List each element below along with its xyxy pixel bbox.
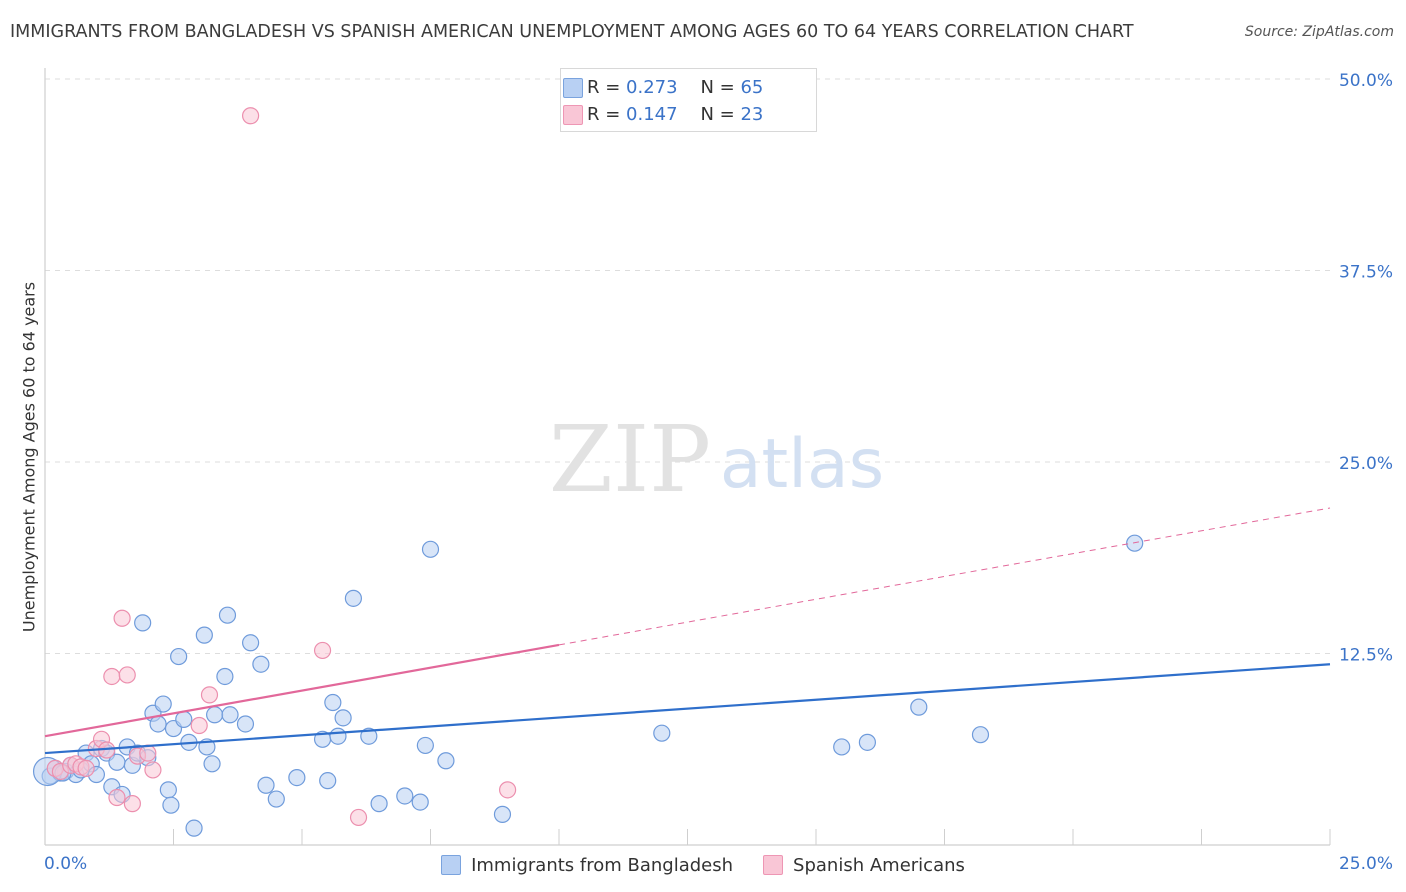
data-point [267, 790, 285, 808]
data-point [108, 788, 126, 807]
trend-line [44, 663, 1331, 755]
data-point [416, 736, 434, 755]
data-point [162, 796, 180, 814]
tick-labels: 12.5% 25.0% 37.5% 50.0% 0.0% 25.0% [44, 71, 1393, 874]
data-point [159, 781, 177, 799]
data-point [324, 693, 342, 712]
data-point [344, 589, 362, 607]
data-point [154, 695, 172, 713]
data-point [242, 107, 260, 125]
data-point [971, 726, 990, 744]
data-point [858, 733, 877, 751]
series-spanish-points [46, 107, 517, 827]
data-point [910, 698, 928, 716]
data-point [113, 609, 131, 627]
x-tick-label: 25.0% [1339, 854, 1393, 874]
data-point [257, 776, 275, 794]
trend-line [44, 643, 560, 738]
data-point [499, 781, 517, 799]
data-point [437, 752, 455, 770]
series-legend: Immigrants from Bangladesh Spanish Ameri… [0, 852, 1406, 878]
data-point [185, 819, 203, 837]
data-point [334, 709, 352, 727]
watermark-atlas: atlas [720, 425, 884, 504]
legend-row-spanish: R = 0.147 N = 23 [563, 101, 764, 127]
correlation-legend: R = 0.273 N = 65 R = 0.147 N = 23 [560, 68, 817, 132]
n-label: N = [700, 76, 735, 98]
r-label: R = [587, 76, 621, 98]
x-tick-label: 0.0% [44, 854, 87, 874]
y-tick-label: 37.5% [1339, 263, 1393, 283]
data-point [329, 727, 347, 745]
source-label: Source: ZipAtlas.com [1244, 24, 1394, 40]
n-label: N = [700, 103, 735, 125]
data-point [216, 667, 234, 686]
data-point [77, 759, 95, 778]
data-point [144, 761, 162, 779]
data-point [288, 768, 306, 787]
data-point [190, 716, 208, 735]
trend-lines [44, 507, 1331, 755]
data-point [203, 755, 221, 773]
data-point [123, 795, 141, 813]
data-point [421, 540, 440, 558]
pink-swatch-icon [763, 855, 784, 875]
data-point [319, 772, 337, 790]
legend-item-spanish[interactable]: Spanish Americans [763, 855, 965, 876]
data-point [170, 647, 188, 666]
watermark-zip: ZIP [549, 406, 711, 513]
data-point [206, 706, 224, 724]
blue-swatch-icon [441, 855, 462, 875]
data-point [252, 655, 270, 673]
r-value: 0.147 [626, 103, 678, 125]
legend-label: Spanish Americans [793, 854, 965, 876]
data-point [200, 686, 219, 704]
data-point [349, 808, 368, 827]
chart-title: IMMIGRANTS FROM BANGLADESH VS SPANISH AM… [10, 22, 1134, 42]
data-point [218, 606, 237, 624]
data-point [411, 793, 429, 811]
r-value: 0.273 [626, 76, 678, 98]
axes [44, 68, 1331, 846]
data-point [370, 795, 388, 813]
data-point [175, 710, 193, 728]
data-point [149, 715, 167, 733]
n-value: 65 [740, 76, 764, 98]
data-point [139, 744, 157, 762]
legend-row-bangladesh: R = 0.273 N = 65 [563, 74, 764, 100]
n-value: 23 [740, 103, 764, 125]
data-point [360, 727, 378, 745]
data-point [134, 614, 152, 632]
data-point [313, 641, 332, 660]
y-tick-label: 50.0% [1339, 71, 1393, 91]
gridlines [45, 78, 1330, 654]
blue-swatch-icon [563, 78, 583, 98]
data-point [236, 715, 255, 733]
y-tick-label: 12.5% [1339, 646, 1393, 666]
legend-label: Immigrants from Bangladesh [471, 854, 734, 876]
data-point [195, 626, 213, 644]
pink-swatch-icon [563, 105, 583, 125]
data-point [493, 805, 512, 823]
data-point [1126, 534, 1144, 552]
data-point [242, 634, 260, 652]
r-label: R = [587, 103, 621, 125]
data-point [103, 667, 121, 686]
data-point [396, 787, 414, 805]
trend-line-extension [558, 507, 1331, 646]
legend-item-bangladesh[interactable]: Immigrants from Bangladesh [441, 855, 733, 876]
series-bangladesh-points [32, 534, 1144, 837]
data-point [118, 666, 136, 684]
data-point [653, 724, 671, 742]
data-point [221, 706, 239, 724]
data-point [833, 738, 851, 756]
y-tick-label: 25.0% [1339, 454, 1393, 474]
